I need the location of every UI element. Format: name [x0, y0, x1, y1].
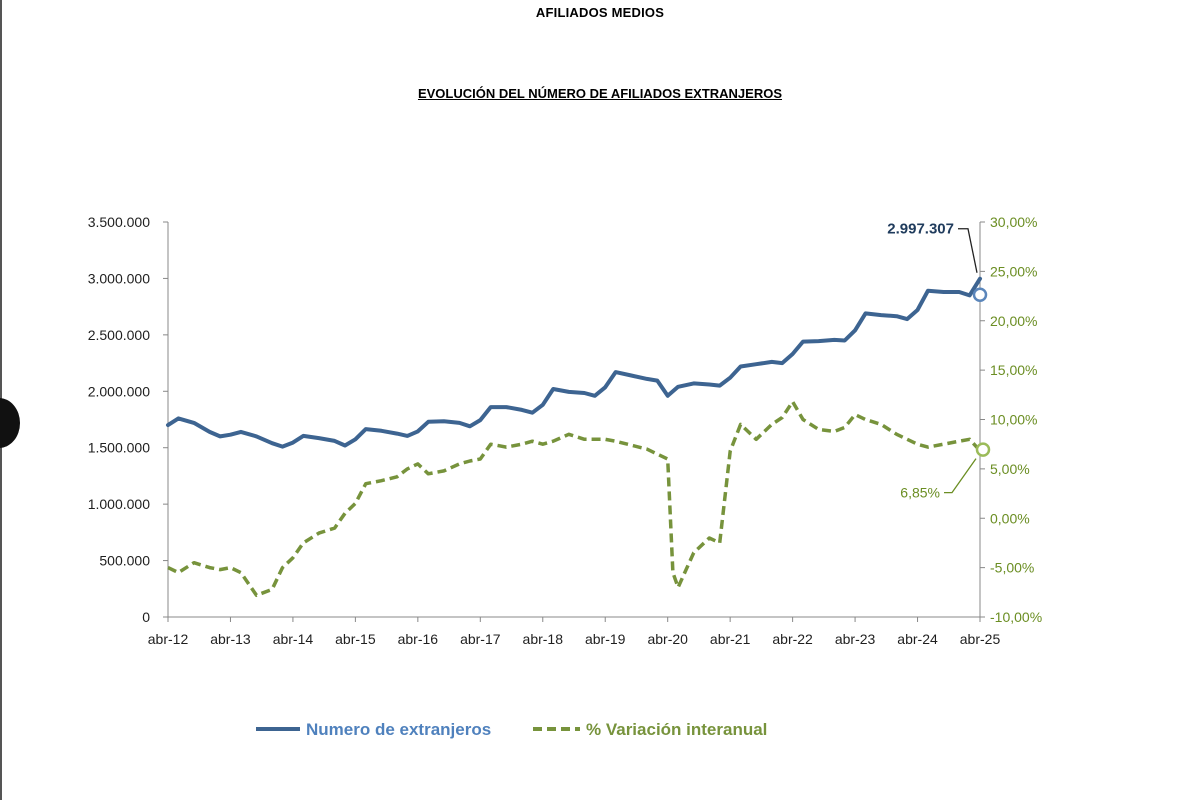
left-tick-label: 3.500.000: [88, 214, 150, 230]
series-layer: [166, 276, 982, 598]
legend-label-variacion: % Variación interanual: [586, 720, 767, 739]
right-tick-label: 15,00%: [990, 362, 1037, 378]
x-tick-label: abr-16: [398, 631, 439, 647]
right-axis-ticks: -10,00% -5,00% 0,00% 5,00% 10,00% 15,00% 20,00…: [980, 214, 1042, 625]
x-tick-label: abr-17: [460, 631, 501, 647]
legend: Numero de extranjeros % Variación interan…: [256, 720, 767, 739]
record-indicator-dot: [0, 398, 20, 448]
x-tick-label: abr-15: [335, 631, 376, 647]
right-tick-label: 0,00%: [990, 510, 1030, 526]
x-tick-label: abr-24: [897, 631, 938, 647]
x-tick-label: abr-23: [835, 631, 876, 647]
page-header: AFILIADOS MEDIOS: [535, 5, 665, 20]
left-tick-label: 0: [142, 609, 150, 625]
annotation-value-variacion: 6,85%: [900, 485, 940, 501]
x-tick-label: abr-12: [148, 631, 189, 647]
annotation-leader-blue: [958, 228, 978, 273]
right-tick-label: 30,00%: [990, 214, 1037, 230]
annotation-leader-green: [944, 458, 977, 494]
left-tick-label: 2.000.000: [88, 383, 150, 399]
right-tick-label: -5,00%: [990, 560, 1034, 576]
x-tick-label: abr-18: [523, 631, 564, 647]
left-axis-ticks: 0 500.000 1.000.000 1.500.000 2.000.000 2.500…: [88, 214, 168, 625]
right-tick-label: 25,00%: [990, 263, 1037, 279]
x-tick-label: abr-21: [710, 631, 751, 647]
x-tick-label: abr-25: [960, 631, 1001, 647]
left-tick-label: 2.500.000: [88, 327, 150, 343]
chart-title: EVOLUCIÓN DEL NÚMERO DE AFILIADOS EXTRAN…: [417, 86, 783, 101]
right-tick-label: 10,00%: [990, 412, 1037, 428]
x-axis-ticks: abr-12 abr-13 abr-14 abr-15 abr-16 abr-17 abr-…: [148, 617, 1001, 647]
x-tick-label: abr-14: [273, 631, 314, 647]
annotation-value-extranjeros: 2.997.307: [887, 221, 954, 238]
right-tick-label: 20,00%: [990, 313, 1037, 329]
left-tick-label: 500.000: [99, 553, 150, 569]
series-variacion-end-marker: [975, 442, 991, 457]
x-tick-label: abr-19: [585, 631, 626, 647]
x-tick-label: abr-22: [772, 631, 813, 647]
series-variacion-line: [167, 399, 982, 598]
series-extranjeros-line: [166, 276, 982, 449]
left-tick-label: 1.000.000: [88, 496, 150, 512]
right-tick-label: 5,00%: [990, 461, 1030, 477]
x-tick-label: abr-13: [210, 631, 251, 647]
annotations: 2.997.307 6,85%: [887, 221, 991, 501]
legend-label-extranjeros: Numero de extranjeros: [306, 720, 491, 739]
series-extranjeros-end-marker: [972, 287, 988, 302]
axes: [167, 222, 981, 618]
left-tick-label: 1.500.000: [88, 440, 150, 456]
left-tick-label: 3.000.000: [88, 270, 150, 286]
right-tick-label: -10,00%: [990, 609, 1042, 625]
x-tick-label: abr-20: [647, 631, 688, 647]
